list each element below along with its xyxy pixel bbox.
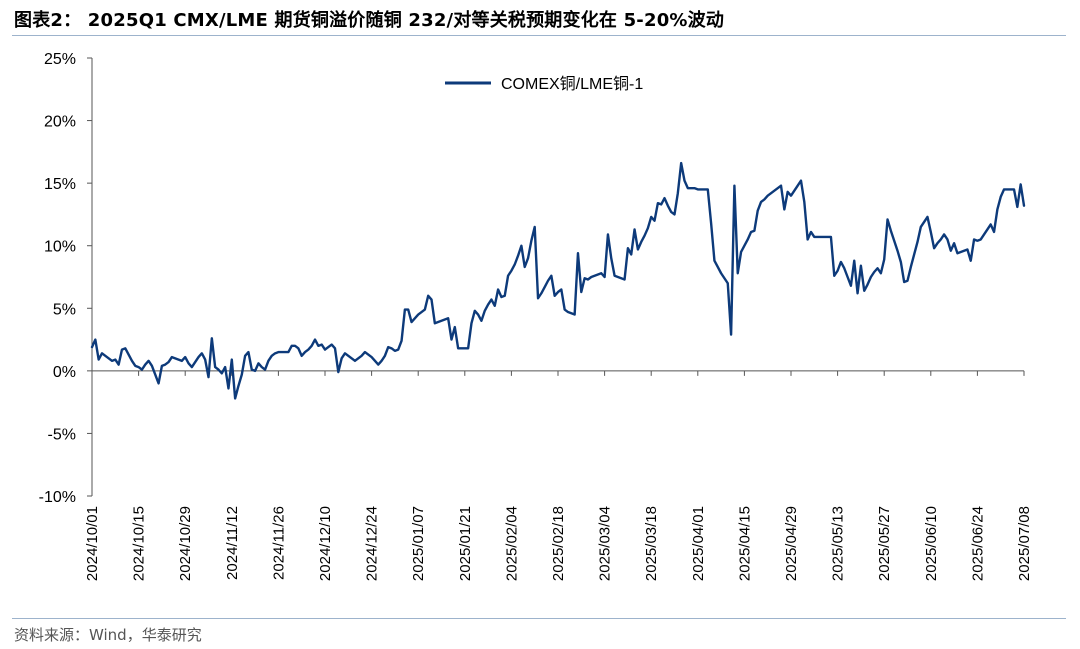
bottom-divider	[12, 618, 1066, 619]
x-tick-label: 2024/11/12	[224, 506, 241, 580]
y-tick-label: 5%	[53, 301, 76, 318]
y-tick-label: 15%	[44, 176, 76, 193]
legend: COMEX铜/LME铜-1	[445, 75, 643, 93]
line-chart: -10%-5%0%5%10%15%20%25% 2024/10/01 2024/1…	[39, 51, 1033, 581]
x-tick-label: 2025/01/07	[410, 506, 427, 581]
legend-label: COMEX铜/LME铜-1	[501, 75, 643, 93]
source-note: 资料来源：Wind，华泰研究	[14, 626, 202, 644]
x-tick-label: 2025/04/01	[690, 506, 707, 581]
x-tick-label: 2024/10/29	[177, 506, 194, 581]
series-group	[90, 161, 1026, 400]
x-tick-label: 2025/07/08	[1016, 506, 1033, 581]
x-tick-label: 2025/06/24	[969, 506, 986, 581]
x-tick-label: 2025/06/10	[923, 506, 940, 581]
x-tick-label: 2025/03/04	[597, 506, 614, 581]
top-divider	[12, 35, 1066, 36]
x-tick-label: 2025/05/13	[830, 506, 847, 581]
x-tick-label: 2025/04/15	[736, 506, 753, 581]
x-tick-label: 2025/03/18	[643, 506, 660, 581]
x-tick-label: 2025/01/21	[457, 506, 474, 581]
x-tick-label: 2025/04/29	[783, 506, 800, 581]
y-axis: -10% -5% 0% 5% 10% 15% 20% 25%	[39, 51, 93, 506]
x-tick-label: 2024/11/26	[270, 506, 287, 580]
chart-title: 图表2： 2025Q1 CMX/LME 期货铜溢价随铜 232/对等关税预期变化…	[14, 10, 725, 31]
x-tick-label: 2024/10/15	[131, 506, 148, 581]
x-tick-label: 2025/02/18	[550, 506, 567, 581]
x-tick-label: 2025/02/04	[503, 506, 520, 581]
x-axis: 2024/10/01 2024/10/15 2024/10/29 2024/11/12…	[84, 370, 1033, 581]
y-tick-label: -5%	[48, 426, 76, 443]
y-tick-label: 20%	[44, 114, 76, 131]
y-tick-label: 0%	[53, 364, 76, 381]
y-tick-label: 25%	[44, 51, 76, 68]
x-tick-label: 2024/10/01	[84, 506, 101, 581]
x-tick-label: 2024/12/24	[364, 506, 381, 581]
x-tick-label: 2025/05/27	[876, 506, 893, 581]
series-line-0	[90, 161, 1026, 400]
x-tick-label: 2024/12/10	[317, 506, 334, 581]
y-tick-label: -10%	[39, 489, 76, 506]
y-tick-label: 10%	[44, 239, 76, 256]
